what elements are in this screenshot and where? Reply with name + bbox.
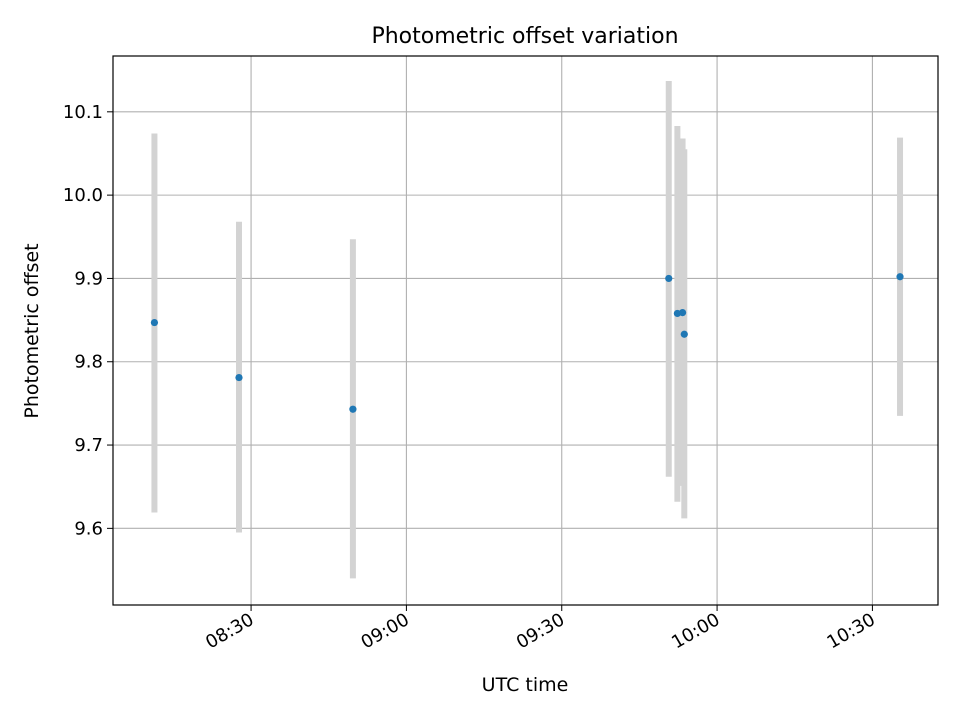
error-bars bbox=[151, 80, 904, 579]
y-tick-label: 9.7 bbox=[74, 435, 103, 456]
y-tick-label: 10.1 bbox=[63, 102, 103, 123]
x-tick-label: 09:30 bbox=[513, 609, 568, 653]
y-axis-ticks: 9.6 9.7 9.8 9.9 10.0 10.1 bbox=[63, 102, 113, 539]
y-tick-label: 10.0 bbox=[63, 185, 103, 206]
data-point bbox=[150, 318, 159, 327]
plot-area-frame bbox=[112, 55, 939, 606]
x-axis-label: UTC time bbox=[482, 674, 569, 696]
x-axis-ticks: 08:30 09:00 09:30 10:00 10:30 bbox=[202, 605, 879, 653]
data-point bbox=[896, 273, 904, 281]
y-axis-label: Photometric offset bbox=[21, 243, 43, 418]
chart-title: Photometric offset variation bbox=[371, 24, 678, 49]
grid-lines bbox=[113, 56, 938, 605]
x-tick-label: 08:30 bbox=[202, 609, 257, 653]
data-point bbox=[680, 330, 688, 338]
x-tick-label: 09:00 bbox=[357, 609, 412, 653]
y-tick-label: 9.6 bbox=[74, 518, 103, 539]
data-point bbox=[349, 405, 357, 413]
x-tick-label: 10:30 bbox=[823, 609, 878, 653]
y-tick-label: 9.8 bbox=[74, 352, 103, 373]
x-tick-label: 10:00 bbox=[668, 609, 723, 653]
data-point bbox=[678, 308, 687, 317]
data-points bbox=[150, 273, 904, 413]
y-tick-label: 9.9 bbox=[74, 268, 103, 289]
data-point bbox=[235, 373, 243, 382]
data-point bbox=[665, 274, 673, 283]
